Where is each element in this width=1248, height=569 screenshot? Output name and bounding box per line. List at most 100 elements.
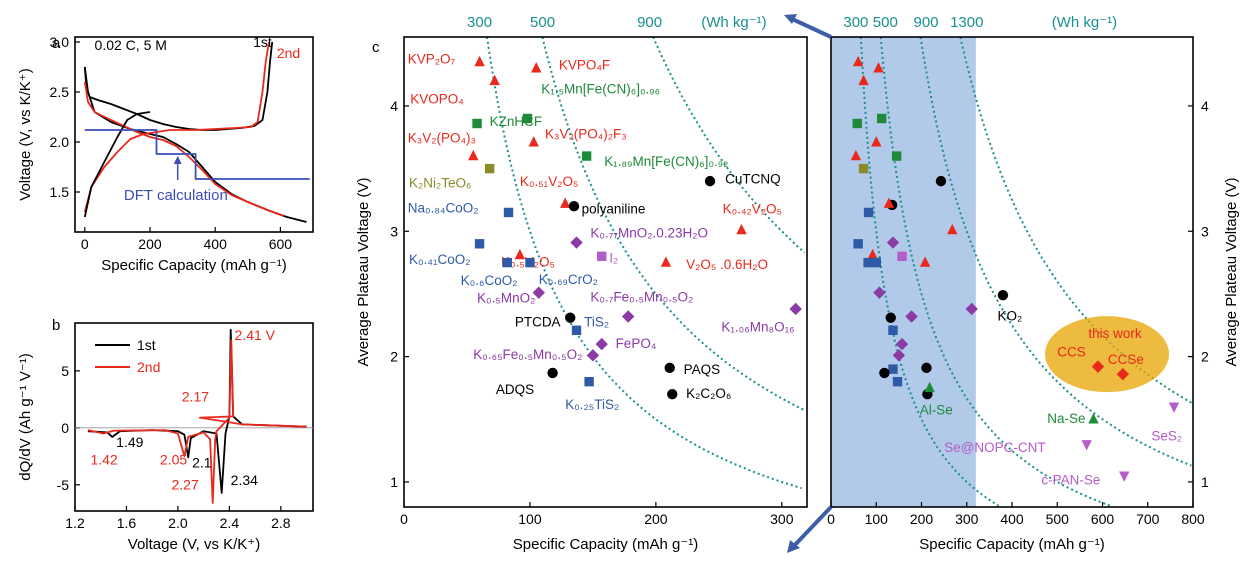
- data-point: [704, 175, 716, 187]
- legend-label: 1st: [137, 337, 156, 353]
- data-point: [570, 236, 583, 249]
- data-point: [528, 136, 539, 147]
- data-point: [474, 239, 485, 249]
- energy-label: 900: [637, 14, 662, 31]
- point-label: c-PAN-Se: [1041, 472, 1100, 487]
- iso-energy-curve: [919, 37, 1192, 467]
- panel-c-right-chart: this work 0 100 200 300 400 500 600 700 800 1 2 3 4 Sp…: [827, 14, 1240, 553]
- y-tick-label-right: 1: [1201, 474, 1209, 490]
- point-label: K₀.₅MnO₂: [477, 291, 535, 306]
- point-label: Na-Se: [1047, 411, 1085, 426]
- data-point: [888, 364, 898, 374]
- y-tick-label: 0: [61, 420, 69, 436]
- data-point: [571, 325, 582, 335]
- zoom-highlight-region: [831, 37, 976, 507]
- point-label: K₀.₇₇MnO₂.0.23H₂O: [590, 226, 708, 241]
- panel-letter-a: a: [52, 35, 61, 52]
- plot-frame: [403, 36, 808, 508]
- y-tick-label: 5: [61, 363, 69, 379]
- point-label: SeS₂: [1151, 429, 1182, 444]
- data-point: [895, 337, 909, 351]
- data-point: [863, 207, 874, 218]
- point-label: K₀.₂₅TiS₂: [565, 397, 619, 412]
- data-point: [892, 376, 903, 387]
- data-point: [474, 55, 485, 67]
- x-axis-label: Specific Capacity (mAh g⁻¹): [101, 257, 286, 274]
- data-point: [858, 163, 869, 174]
- data-point: [947, 223, 958, 235]
- data-point: [873, 286, 886, 299]
- data-point: [565, 312, 576, 323]
- x-axis-label: Voltage (V, vs K/K⁺): [128, 536, 260, 553]
- point-label: K₀.₆CoO₂: [461, 273, 518, 288]
- x-tick-label: 0: [81, 236, 89, 252]
- point-label: K₁.₅Mn[Fe(CN)₆]₀.₉₆: [541, 81, 660, 96]
- data-point: [1119, 471, 1130, 482]
- point-label: KZnHCF: [490, 114, 543, 129]
- peak-label: 2.27: [171, 476, 198, 492]
- data-point: [664, 362, 675, 374]
- condition-annotation: 0.02 C, 5 M: [95, 37, 167, 53]
- x-tick-label: 1.6: [117, 515, 137, 531]
- x-axis-label: Specific Capacity (mAh g⁻¹): [919, 536, 1104, 553]
- x-tick-label: 200: [138, 236, 162, 252]
- data-point: [924, 381, 935, 393]
- point-label: KVOPO₄: [410, 91, 464, 106]
- x-tick-label: 400: [1000, 511, 1024, 527]
- energy-label: 500: [530, 14, 555, 31]
- point-label: ADQS: [496, 382, 534, 397]
- point-label: Na₀.₈₄CoO₂: [408, 200, 479, 215]
- y-tick-label: 2.0: [50, 134, 70, 150]
- energy-label: 300: [843, 14, 868, 31]
- x-tick-label: 100: [518, 511, 542, 527]
- data-point: [852, 55, 864, 67]
- x-tick-label: 1.2: [65, 515, 85, 531]
- peak-label: 1.49: [116, 434, 143, 450]
- energy-label: 900: [914, 14, 939, 31]
- x-tick-label: 300: [770, 511, 794, 527]
- point-label: V₂O₅ .0.6H₂O: [686, 257, 768, 272]
- data-point: [997, 289, 1009, 301]
- data-point: [858, 74, 869, 86]
- data-point: [850, 149, 862, 161]
- data-point: [876, 113, 887, 124]
- data-point: [522, 113, 533, 124]
- data-point: [736, 223, 747, 235]
- data-point: [871, 257, 881, 268]
- y-tick-label-right: 3: [1201, 223, 1209, 239]
- point-label: CCSe: [1108, 352, 1144, 367]
- dft-steps: [84, 129, 310, 180]
- y-tick-label: 4: [390, 98, 398, 114]
- x-tick-label: 2.4: [220, 515, 240, 531]
- x-tick-label: 0: [827, 511, 835, 527]
- iso-energy-curve: [486, 37, 802, 490]
- data-point: [597, 251, 607, 262]
- y-axis-label: dQ/dV (Ah g⁻¹ V⁻¹): [17, 353, 34, 481]
- zoom-arrow-top: [789, 16, 832, 39]
- x-tick-label: 700: [1136, 511, 1160, 527]
- data-point: [921, 362, 932, 374]
- zoom-connector-arrows: [784, 14, 833, 553]
- this-work-label: this work: [1088, 326, 1142, 341]
- data-point: [581, 151, 592, 161]
- point-label: KVP₂O₇: [408, 51, 456, 66]
- point-label: PTCDA: [515, 315, 561, 330]
- zoom-arrow-bottom-head: [787, 540, 800, 553]
- y-tick-label: 1: [390, 474, 398, 490]
- data-point: [867, 248, 878, 260]
- point-label: K₀.₄₁CoO₂: [409, 252, 470, 267]
- data-point: [484, 163, 495, 174]
- y-tick-label: -5: [57, 477, 70, 493]
- data-point: [888, 325, 898, 335]
- y-axis-label-right: Average Plateau Voltage (V): [1223, 177, 1240, 366]
- series-first-charge-low: [83, 111, 151, 218]
- series-2nd: [87, 339, 307, 504]
- data-point: [525, 257, 535, 268]
- data-point: [1168, 402, 1180, 413]
- iso-curves: [859, 37, 1193, 507]
- point-label: K₁.₀₆Mn₈O₁₆: [721, 320, 794, 335]
- iso-curves: [486, 37, 806, 490]
- y-tick-label: 1.5: [50, 184, 70, 200]
- point-label: polyaniline: [582, 202, 646, 217]
